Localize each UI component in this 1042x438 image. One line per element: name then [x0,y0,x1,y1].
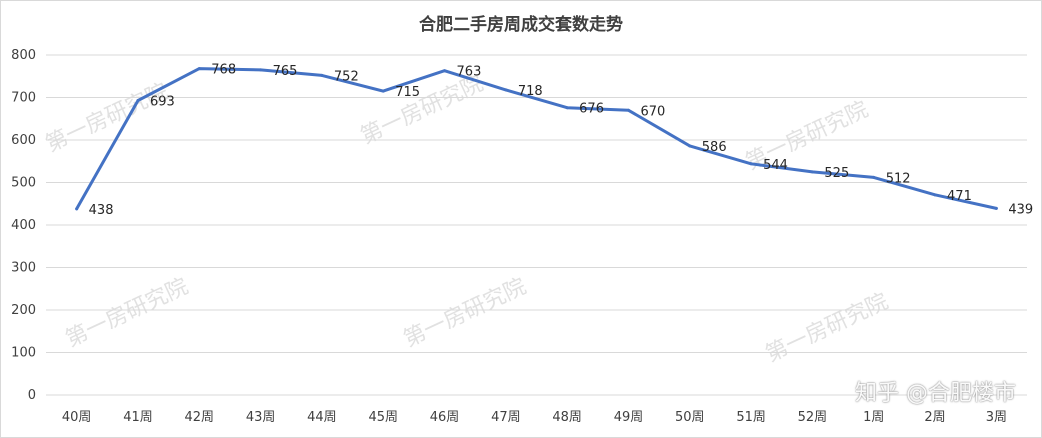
x-tick-label: 44周 [307,410,337,425]
data-point [872,175,876,179]
data-point [688,144,692,148]
y-tick-label: 0 [28,388,36,403]
chart-title: 合肥二手房周成交套数走势 [419,15,623,35]
x-tick-label: 1周 [863,410,884,425]
data-label: 718 [518,84,543,99]
data-point [933,193,937,197]
data-label: 439 [1008,202,1033,217]
data-point [443,69,447,73]
x-tick-label: 43周 [246,410,276,425]
data-label: 586 [702,140,727,155]
brand-watermark: 知乎 @合肥楼市 [855,381,1016,406]
data-point [749,162,753,166]
data-label: 471 [947,189,972,204]
data-label: 765 [273,64,298,79]
data-label: 544 [763,158,788,173]
data-point [320,73,324,77]
data-label: 768 [211,63,236,78]
data-label: 512 [886,171,911,186]
data-point [565,106,569,110]
data-point [75,207,79,211]
data-label: 752 [334,69,359,84]
data-point [994,206,998,210]
data-label: 715 [395,85,420,100]
data-point [381,89,385,93]
x-tick-label: 3周 [986,410,1007,425]
series-line [75,67,998,211]
x-tick-label: 51周 [736,410,766,425]
y-tick-label: 200 [11,303,36,318]
x-tick-label: 50周 [675,410,705,425]
y-tick-label: 100 [11,346,36,361]
x-tick-label: 46周 [430,410,460,425]
data-point [197,67,201,71]
x-tick-label: 52周 [798,410,828,425]
data-label: 693 [150,94,175,109]
x-tick-label: 49周 [614,410,644,425]
y-tick-label: 300 [11,261,36,276]
x-tick-label: 47周 [491,410,521,425]
x-tick-label: 42周 [185,410,215,425]
data-point [810,170,814,174]
data-label: 438 [89,203,114,218]
data-point [259,68,263,72]
data-label: 670 [640,104,665,119]
data-point [504,88,508,92]
y-tick-label: 600 [11,133,36,148]
data-point [626,108,630,112]
y-tick-label: 400 [11,218,36,233]
x-tick-label: 48周 [552,410,582,425]
x-tick-label: 40周 [62,410,92,425]
data-label: 676 [579,102,604,117]
data-point [136,98,140,102]
x-tick-label: 2周 [924,410,945,425]
x-tick-label: 41周 [123,410,153,425]
y-tick-label: 800 [11,48,36,63]
y-tick-label: 500 [11,176,36,191]
data-label: 763 [457,65,482,80]
x-tick-label: 45周 [368,410,398,425]
data-label: 525 [824,166,849,181]
y-tick-label: 700 [11,91,36,106]
